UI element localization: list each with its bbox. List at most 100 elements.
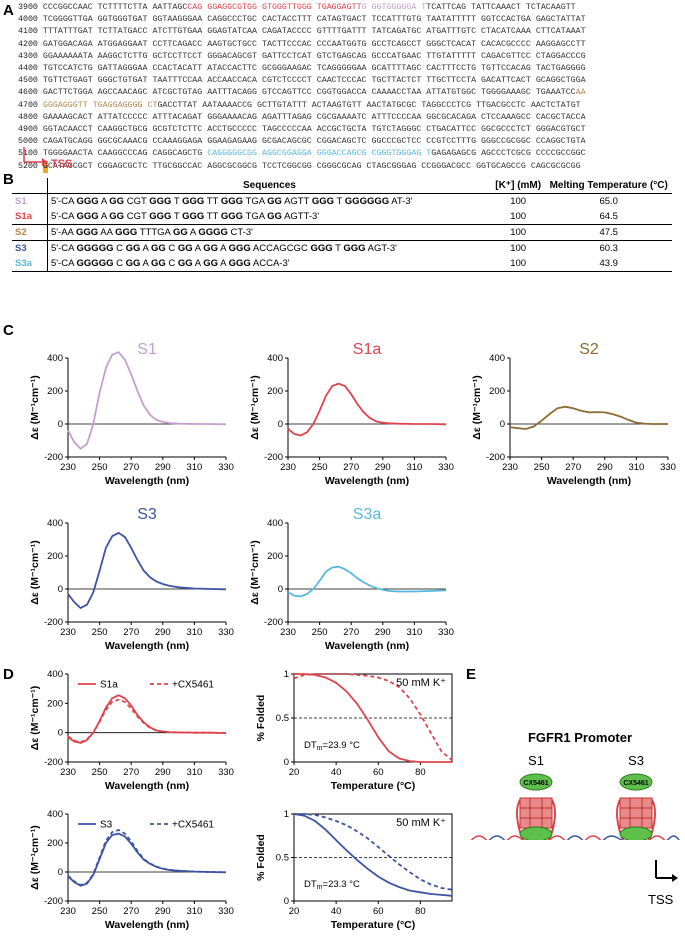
- x-axis-label: Wavelength (nm): [325, 640, 409, 652]
- x-tick-label: 290: [155, 767, 171, 778]
- x-tick-label: 270: [123, 906, 139, 917]
- sequence-position: 4800: [18, 112, 43, 122]
- x-tick-label: 330: [218, 462, 234, 473]
- sequence-position: 5100: [18, 149, 43, 159]
- x-tick-label: 250: [534, 462, 550, 473]
- row-label: S2: [12, 224, 48, 241]
- x-tick-label: 330: [438, 462, 454, 473]
- delta-tm-annotation: DTm=23.3 °C: [304, 879, 360, 891]
- s1-site-label: S1: [528, 753, 544, 768]
- series-line: [67, 829, 227, 886]
- x-tick-label: 250: [92, 767, 108, 778]
- y-tick-label: 400: [489, 353, 505, 364]
- x-tick-label: 230: [60, 462, 76, 473]
- y-axis-label: Δε (M⁻¹cm⁻¹): [249, 375, 261, 439]
- delta-tm-annotation: DTm=23.9 °C: [304, 740, 360, 752]
- sequence-position: 4300: [18, 51, 43, 61]
- sequence-position: 4200: [18, 39, 43, 49]
- chart-title: S2: [579, 341, 599, 358]
- cd-spectrum-s1a-cx5461: 230 250 270 290 310 330 -200 0 200 400 Wavelength …: [29, 669, 234, 792]
- x-tick-label: 310: [186, 906, 202, 917]
- series-line: [67, 698, 227, 744]
- row-k: 100: [510, 196, 527, 207]
- row-label: S3: [12, 240, 48, 256]
- x-axis-label: Temperature (°C): [331, 780, 416, 792]
- sequence-position: 4700: [18, 100, 43, 110]
- sequence-segment: CATAGCGCT CGGAGCGCTC TTGCGGCCAC AGGCGCGG…: [47, 161, 581, 171]
- cd-spectrum-s3a: 230 250 270 290 310 330 -200 0 200 400 Wavelength …: [249, 506, 454, 652]
- y-tick-label: 1: [284, 669, 289, 680]
- promoter-title: FGFR1 Promoter: [528, 730, 632, 745]
- y-tick-label: 400: [267, 353, 283, 364]
- sequence-segment: GAAAAGCACT ATTATCCCCC ATTTACAGAT GGGAAAA…: [42, 112, 586, 122]
- x-axis-label: Wavelength (nm): [105, 475, 189, 487]
- x-tick-label: 310: [406, 627, 422, 638]
- x-tick-label: 60: [373, 767, 384, 778]
- y-axis-label: Δε (M⁻¹cm⁻¹): [29, 540, 41, 604]
- melting-curve-s1a: 20 40 60 80 0 0.5 1 Temperature (°C) % Folded 50 …: [255, 669, 453, 792]
- x-tick-label: 230: [502, 462, 518, 473]
- cd-spectrum-s3: 230 250 270 290 310 330 -200 0 200 400 Wavelength …: [29, 506, 234, 652]
- col-tm: Melting Temperature (°C): [545, 178, 672, 194]
- series-line: [287, 565, 447, 598]
- table-row: S2 5'-AA GGG AA GGG TTTGA GG A GGGG CT-3'…: [12, 224, 672, 241]
- panel-label-c: C: [3, 322, 14, 339]
- col-k: [K⁺] (mM): [490, 178, 546, 194]
- series-line: [294, 673, 452, 763]
- sequence-position: 4600: [18, 88, 43, 98]
- panel-label-a: A: [3, 2, 14, 19]
- y-tick-label: 200: [47, 551, 63, 562]
- sequence-segment: GAGAGAGCG AGCCCTCGCG CCCCGCCGGC: [431, 149, 586, 159]
- tss-marker-e: TSS: [648, 860, 678, 907]
- x-tick-label: 250: [92, 627, 108, 638]
- tss-label: TSS: [51, 158, 72, 170]
- sequence-line: 4200 GATGGACAGA ATGGAGGAAT CCTTCAGACC AA…: [18, 39, 685, 51]
- x-tick-label: 20: [289, 767, 300, 778]
- row-tm: 65.0: [599, 196, 618, 207]
- legend-label: +CX5461: [172, 820, 214, 831]
- x-tick-label: 270: [123, 767, 139, 778]
- y-tick-label: 0: [278, 419, 283, 430]
- sequence-line: 5200 GCATAGCGCT CGGAGCGCTC TTGCGGCCAC AG…: [18, 160, 685, 173]
- sequence-line: 4000 TCGGGGTTGA GGTGGGTGAT GGTAAGGGAA CA…: [18, 14, 685, 26]
- x-tick-label: 330: [218, 767, 234, 778]
- y-tick-label: 0.5: [276, 713, 289, 724]
- x-tick-label: 330: [438, 627, 454, 638]
- sequence-segment: TGTTCTGAGT GGGCTGTGAT TAATTTCCAA ACCAACC…: [42, 76, 586, 86]
- sequence-segment: G GGTGGGGGA T: [361, 3, 427, 12]
- series-line: [294, 813, 453, 891]
- drug-label-s3: CX5461: [623, 780, 648, 787]
- y-tick-label: 200: [267, 386, 283, 397]
- series-line: [67, 832, 227, 887]
- y-tick-label: 200: [47, 838, 63, 849]
- g4-structure-s3: CX5461: [616, 773, 656, 840]
- series-line: [67, 531, 227, 610]
- x-tick-label: 230: [60, 906, 76, 917]
- y-tick-label: -200: [486, 452, 505, 463]
- row-label: S3a: [12, 256, 48, 272]
- y-tick-label: 400: [47, 353, 63, 364]
- x-tick-label: 310: [186, 767, 202, 778]
- sequence-line: 3900 CCCGGCCAAC TCTTTTCTTA AATTAGCCAG GG…: [18, 2, 685, 14]
- tss-label-e: TSS: [648, 892, 674, 907]
- y-tick-label: -200: [44, 617, 63, 628]
- sequence-segment: TCATTCAG TATTCAAACT TCTACAAGTT: [426, 3, 576, 12]
- x-tick-label: 290: [597, 462, 613, 473]
- series-line: [293, 673, 453, 761]
- x-tick-label: 60: [373, 906, 384, 917]
- x-axis-label: Wavelength (nm): [105, 919, 189, 931]
- sequence-line: 4800 GAAAAGCACT ATTATCCCCC ATTTACAGAT GG…: [18, 112, 685, 124]
- x-tick-label: 230: [60, 627, 76, 638]
- y-tick-label: 200: [47, 698, 63, 709]
- y-tick-label: -200: [44, 452, 63, 463]
- y-tick-label: 0: [500, 419, 505, 430]
- y-tick-label: -200: [264, 452, 283, 463]
- condition-label: 50 mM K⁺: [396, 677, 446, 689]
- y-tick-label: 0: [278, 584, 283, 595]
- y-tick-label: -200: [264, 617, 283, 628]
- y-tick-label: 0: [58, 584, 63, 595]
- y-axis-label: Δε (M⁻¹cm⁻¹): [471, 375, 483, 439]
- sequence-line: 4700 GGGAGGGTT TGAGGAGGGG CTGACCTTAT AAT…: [18, 100, 685, 112]
- g-quadruplex-table: Sequences [K⁺] (mM) Melting Temperature …: [12, 178, 672, 272]
- row-label: S1a: [12, 209, 48, 225]
